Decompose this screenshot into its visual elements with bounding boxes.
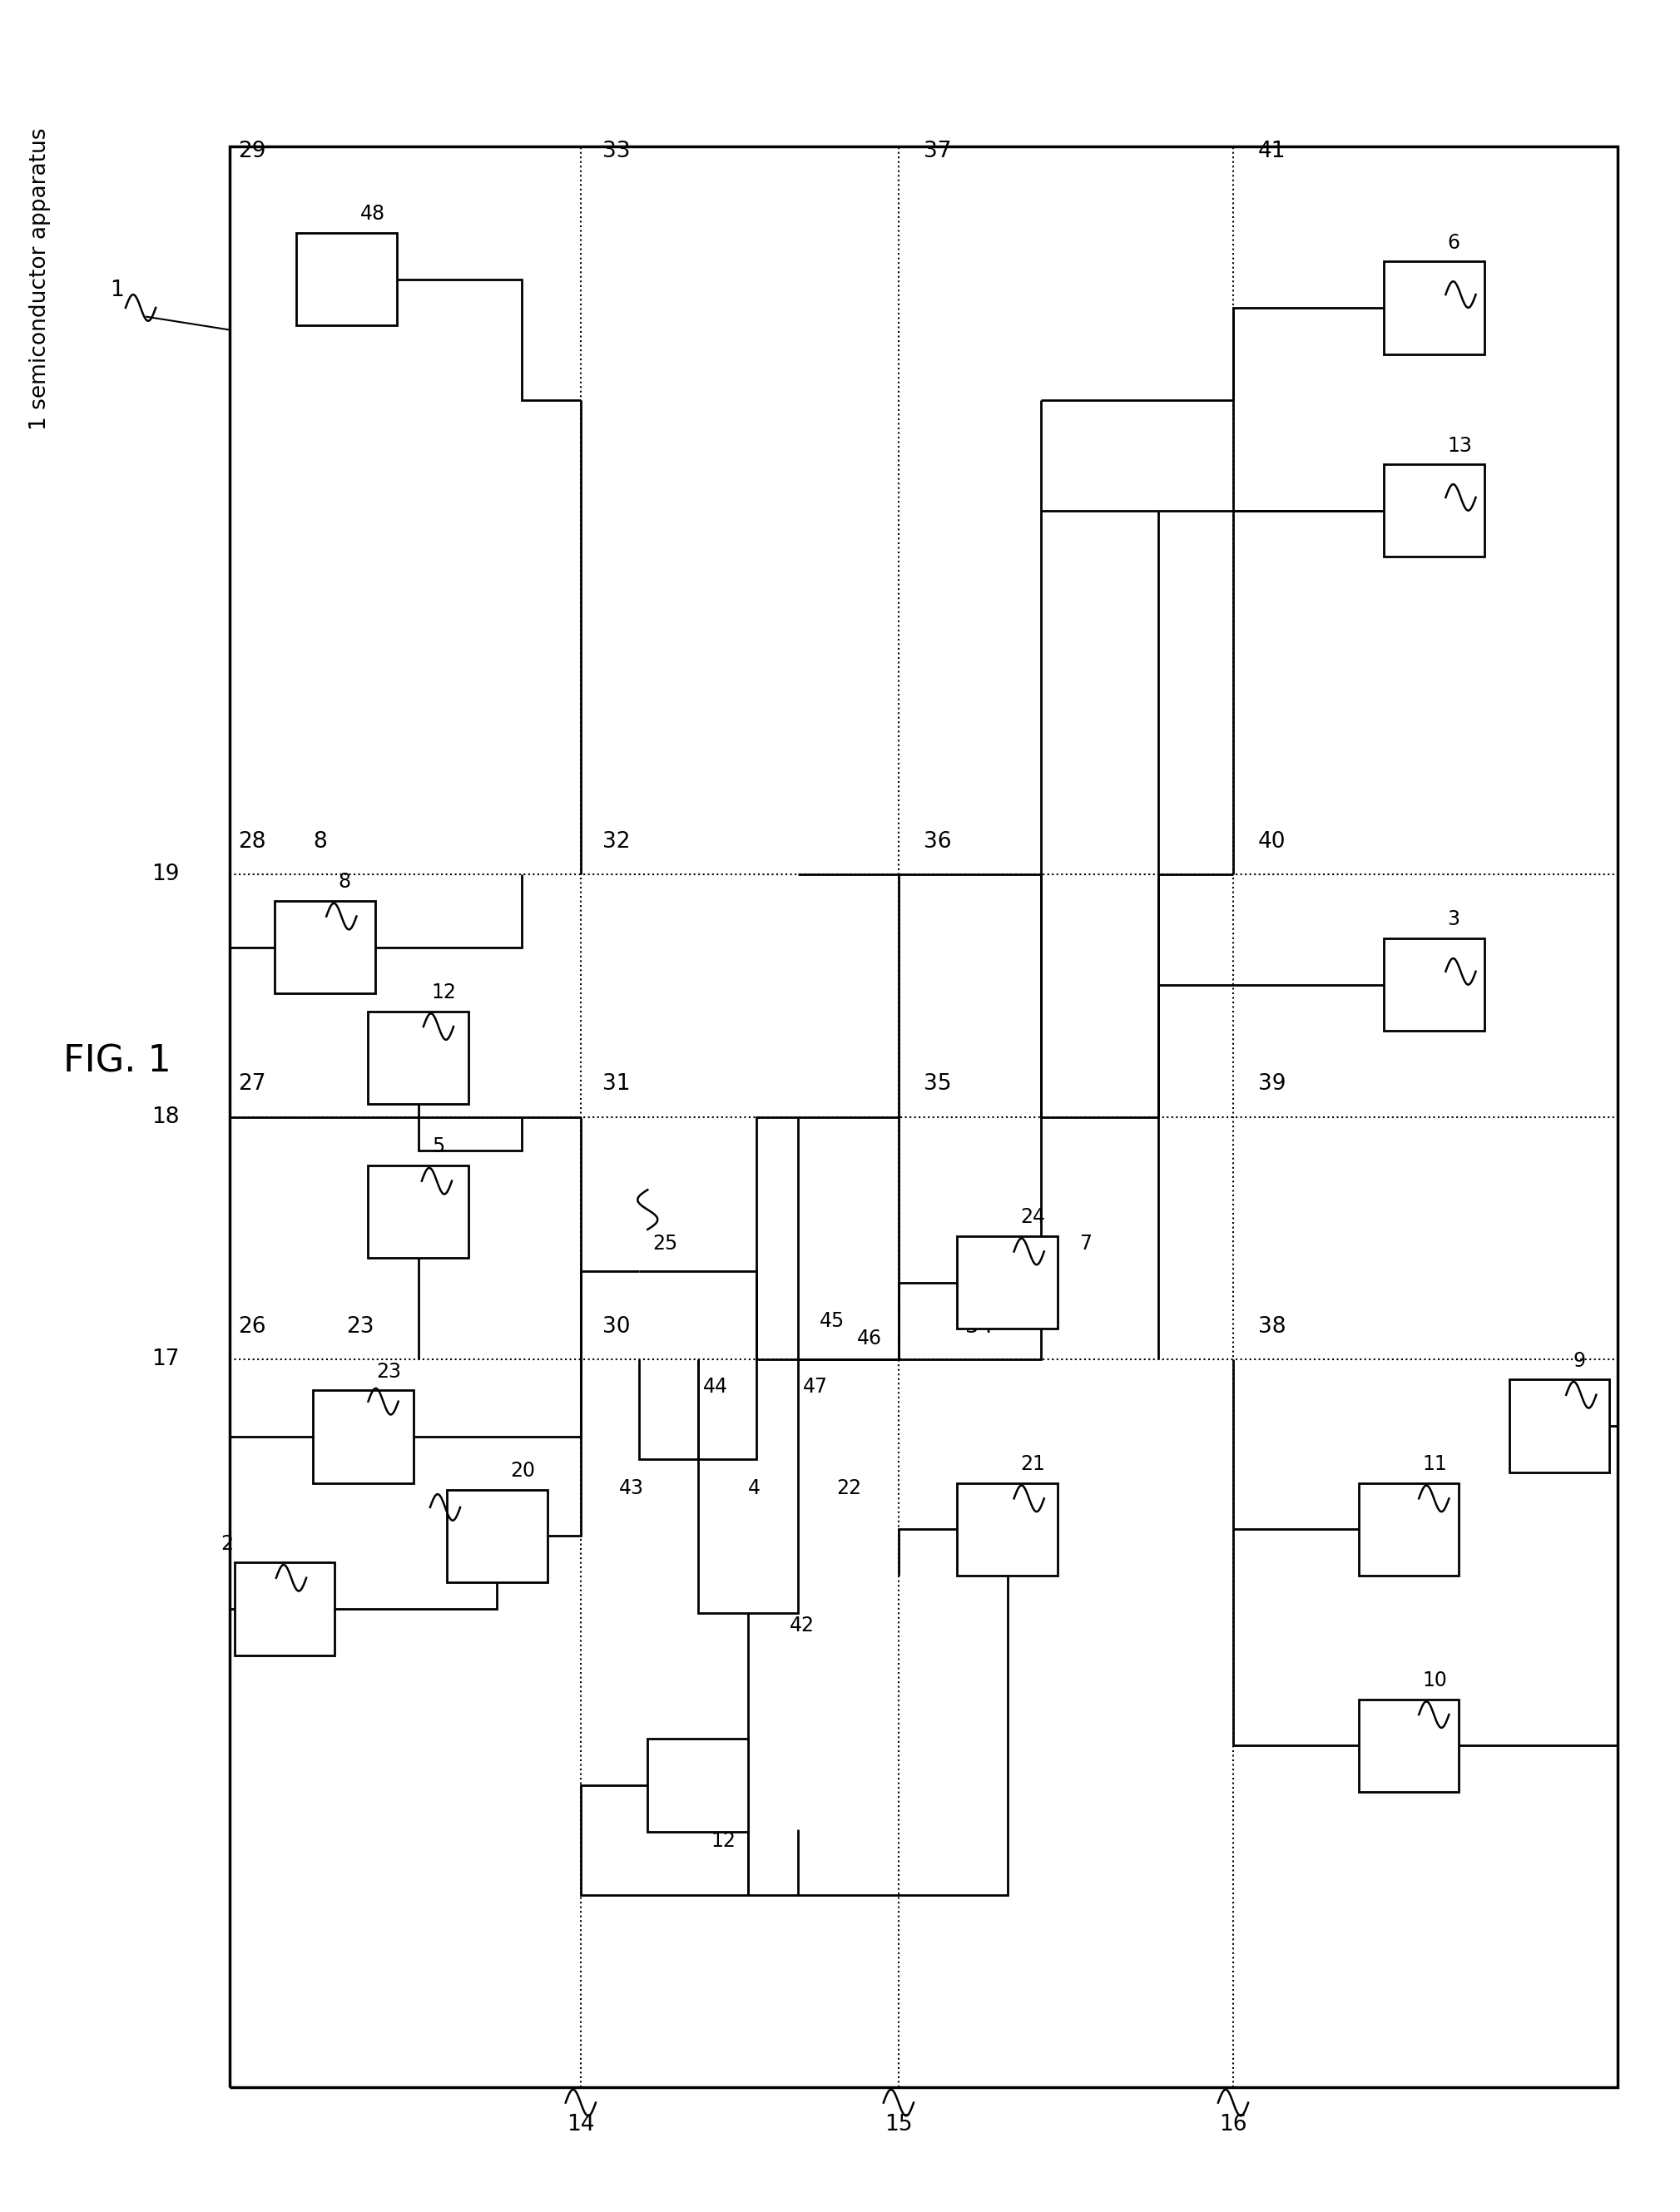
Text: 32: 32: [603, 832, 630, 852]
Text: 43: 43: [620, 1478, 643, 1498]
Bar: [1384, 938, 1483, 1031]
Text: 10: 10: [1423, 1670, 1446, 1690]
Text: 7: 7: [1079, 1234, 1092, 1254]
Text: 13: 13: [1448, 436, 1472, 456]
Text: 1: 1: [109, 279, 124, 301]
Bar: [958, 1237, 1057, 1329]
Text: 45: 45: [820, 1312, 845, 1332]
Bar: [368, 1011, 469, 1104]
Text: 17: 17: [151, 1349, 180, 1371]
Text: 27: 27: [237, 1073, 265, 1095]
Text: FIG. 1: FIG. 1: [64, 1044, 171, 1079]
Bar: [312, 1391, 413, 1482]
Text: 33: 33: [603, 142, 630, 161]
Text: 11: 11: [1423, 1453, 1446, 1473]
Bar: [647, 1739, 748, 1832]
Text: 40: 40: [1258, 832, 1287, 852]
Text: 34: 34: [966, 1316, 993, 1338]
Text: 41: 41: [1258, 142, 1287, 161]
Text: 20: 20: [511, 1460, 536, 1480]
Text: 23: 23: [346, 1316, 375, 1338]
Text: 14: 14: [566, 2115, 595, 2135]
Text: 3: 3: [1448, 909, 1460, 929]
Text: 15: 15: [885, 2115, 912, 2135]
Text: 44: 44: [702, 1378, 727, 1398]
Text: 42: 42: [790, 1615, 815, 1635]
Text: 12: 12: [711, 1832, 736, 1851]
Text: 28: 28: [237, 832, 265, 852]
Text: 30: 30: [603, 1316, 630, 1338]
Bar: [1359, 1482, 1458, 1575]
Text: 9: 9: [1572, 1352, 1586, 1371]
Bar: [958, 1482, 1057, 1575]
Bar: [447, 1489, 548, 1582]
Text: 12: 12: [432, 982, 457, 1002]
Text: 22: 22: [837, 1478, 862, 1498]
Text: 2: 2: [222, 1533, 234, 1553]
Text: 18: 18: [151, 1106, 180, 1128]
Bar: [234, 1562, 334, 1655]
Text: 29: 29: [237, 142, 265, 161]
Text: 31: 31: [603, 1073, 630, 1095]
Bar: [1509, 1380, 1609, 1471]
Text: 23: 23: [376, 1363, 402, 1382]
Text: 48: 48: [360, 204, 385, 223]
Bar: [1359, 1699, 1458, 1792]
Text: 39: 39: [1258, 1073, 1287, 1095]
Text: 16: 16: [1220, 2115, 1247, 2135]
Text: 5: 5: [432, 1137, 445, 1157]
Text: 8: 8: [338, 872, 351, 891]
Bar: [1384, 261, 1483, 354]
Text: 47: 47: [803, 1378, 828, 1398]
Text: 35: 35: [924, 1073, 951, 1095]
Text: 26: 26: [237, 1316, 265, 1338]
Text: 19: 19: [151, 863, 180, 885]
Bar: [1384, 465, 1483, 557]
Text: 46: 46: [857, 1329, 882, 1349]
Text: 25: 25: [652, 1234, 677, 1254]
Text: 8: 8: [312, 832, 328, 852]
Text: 24: 24: [1021, 1208, 1045, 1228]
Text: 6: 6: [1448, 232, 1460, 252]
Text: 21: 21: [1021, 1453, 1045, 1473]
Text: 37: 37: [924, 142, 951, 161]
Text: 36: 36: [924, 832, 951, 852]
Text: 4: 4: [748, 1478, 761, 1498]
Text: 38: 38: [1258, 1316, 1287, 1338]
Bar: [368, 1166, 469, 1259]
Text: 1 semiconductor apparatus: 1 semiconductor apparatus: [30, 128, 50, 431]
Bar: [296, 232, 396, 325]
Bar: [274, 900, 375, 993]
